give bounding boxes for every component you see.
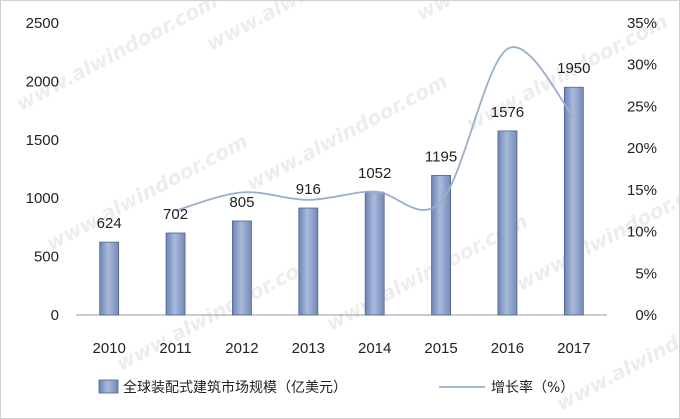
bar-data-label: 805: [229, 194, 254, 211]
y-right-tick-label: 10%: [627, 224, 657, 241]
y-left-tick-label: 0: [51, 307, 59, 324]
x-tick-label: 2012: [225, 340, 258, 357]
y-left-tick-label: 1000: [26, 190, 59, 207]
growth-line-layer: [175, 46, 575, 212]
watermark-text: www.alwindoor.com: [412, 1, 622, 25]
bars-layer: [99, 86, 584, 316]
y-right-tick-label: 5%: [635, 265, 657, 282]
y-right-tick-label: 20%: [627, 140, 657, 157]
x-tick-label: 2010: [93, 340, 126, 357]
x-tick-label: 2017: [557, 340, 590, 357]
growth-rate-line: [175, 46, 575, 212]
y-right-tick-label: 30%: [627, 57, 657, 74]
watermark-text: www.alwindoor.com: [242, 69, 452, 196]
bar-data-label: 702: [163, 206, 188, 223]
bar-data-label: 1052: [358, 165, 391, 182]
y-right-tick-label: 25%: [627, 98, 657, 115]
bar: [497, 130, 518, 316]
bar-data-label: 1576: [491, 104, 524, 121]
x-tick-label: 2013: [292, 340, 325, 357]
y-left-tick-label: 1500: [26, 132, 59, 149]
x-tick-label: 2011: [159, 340, 191, 357]
axes-layer: 0 500 1000 1500 2000 2500 0% 5% 10% 15% 20% 25% 30% 3…: [26, 15, 657, 357]
bar-data-label: 1950: [557, 60, 590, 77]
y-right-tick-label: 35%: [627, 15, 657, 32]
legend-bar-label: 全球装配式建筑市场规模（亿美元）: [123, 379, 347, 396]
y-right-tick-label: 15%: [627, 182, 657, 199]
x-tick-label: 2016: [491, 340, 524, 357]
y-left-tick-label: 500: [34, 249, 59, 266]
bar-data-label: 1195: [425, 148, 457, 165]
legend-bar-swatch: [98, 379, 119, 394]
legend-line-label: 增长率（%）: [491, 379, 574, 396]
x-tick-label: 2015: [424, 340, 457, 357]
bar: [165, 232, 186, 316]
legend: 全球装配式建筑市场规模（亿美元） 增长率（%）: [98, 379, 574, 396]
bar: [364, 191, 385, 316]
y-right-tick-label: 0%: [635, 307, 657, 324]
watermark-text: www.alwindoor.com: [112, 249, 322, 376]
bar: [99, 241, 120, 316]
bar: [431, 175, 451, 316]
y-left-tick-label: 2500: [26, 15, 59, 32]
bar-data-label: 916: [296, 181, 321, 198]
watermark-text: www.alwindoor.com: [42, 129, 252, 256]
x-tick-label: 2014: [358, 340, 391, 357]
bar: [232, 220, 252, 316]
y-left-tick-label: 2000: [26, 73, 59, 90]
data-labels-layer: 624 702 805 916 1052 1195 1576 1950: [97, 60, 591, 232]
bar: [298, 207, 319, 316]
watermark-text: www.alwindoor.com: [202, 1, 412, 55]
bar-data-label: 624: [97, 215, 122, 232]
bar: [563, 86, 584, 316]
